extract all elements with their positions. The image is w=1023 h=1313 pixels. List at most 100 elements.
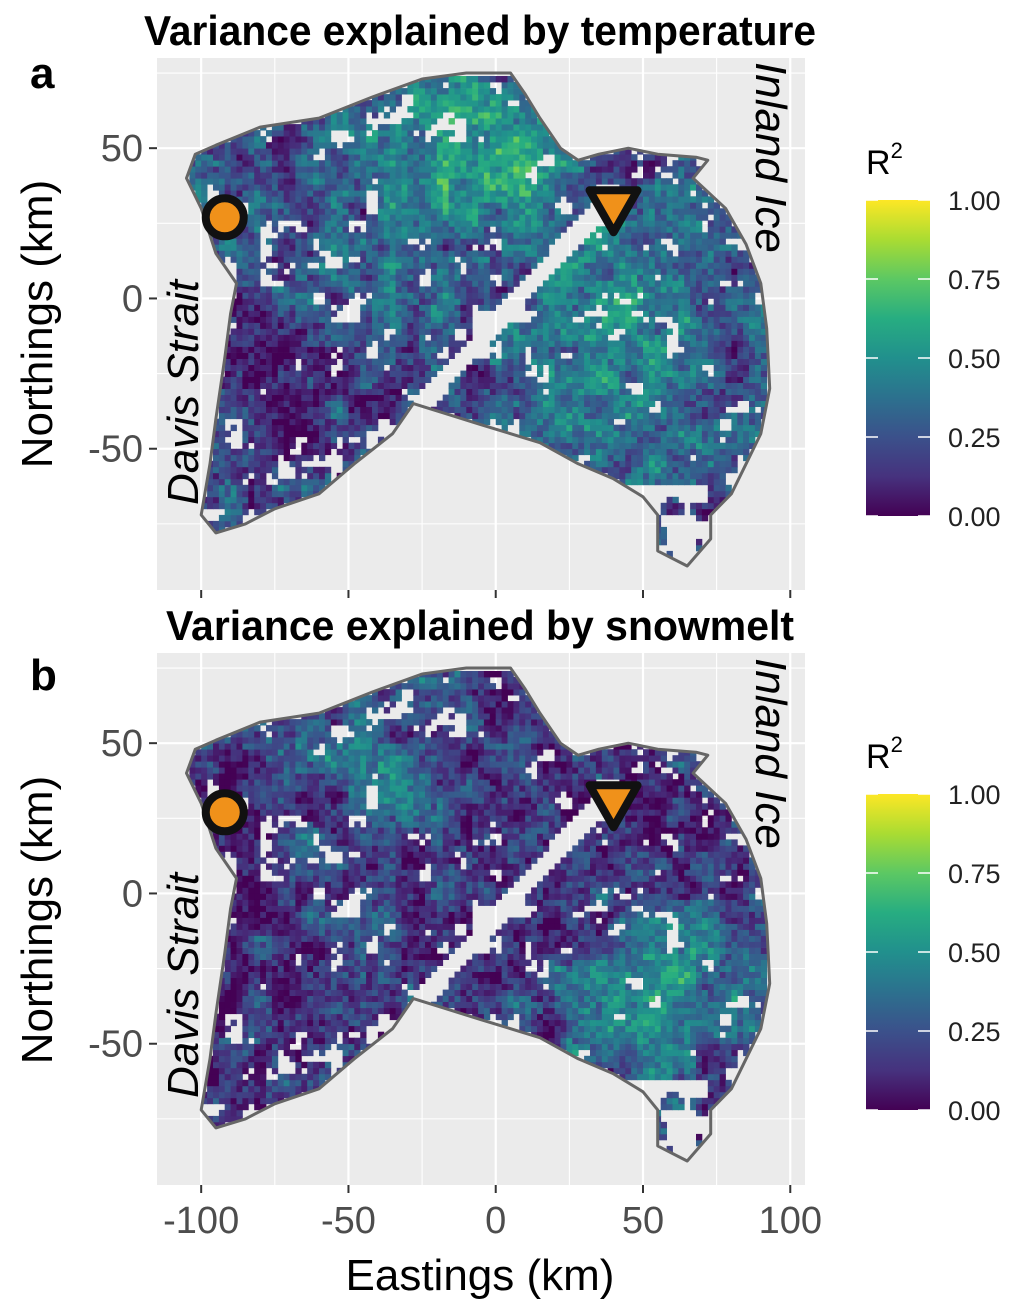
r2-cell: [360, 316, 367, 323]
r2-cell: [319, 304, 326, 311]
r2-cell: [643, 178, 650, 185]
r2-cell: [224, 496, 231, 504]
r2-cell: [395, 418, 402, 426]
r2-cell: [590, 400, 597, 407]
r2-cell: [242, 178, 249, 185]
r2-cell: [684, 190, 691, 197]
r2-cell: [595, 178, 603, 185]
r2-cell: [277, 328, 285, 335]
r2-cell: [213, 244, 220, 251]
r2-cell: [507, 412, 514, 420]
r2-cell: [377, 142, 385, 149]
r2-cell: [542, 220, 550, 227]
r2-cell: [425, 202, 432, 209]
r2-cell: [696, 262, 703, 269]
r2-cell: [419, 304, 426, 311]
r2-cell: [366, 340, 373, 347]
r2-cell: [442, 304, 449, 311]
r2-cell: [224, 370, 231, 377]
r2-cell: [218, 785, 226, 792]
r2-cell: [454, 388, 461, 395]
r2-cell: [696, 346, 703, 353]
r2-cell: [483, 130, 491, 137]
r2-cell: [719, 328, 726, 335]
r2-cell: [342, 442, 349, 450]
r2-cell: [572, 304, 579, 311]
r2-cell: [260, 340, 267, 347]
r2-cell: [224, 941, 231, 948]
r2-cell: [531, 154, 538, 161]
r2-cell: [236, 1109, 243, 1117]
r2-cell: [254, 424, 261, 432]
r2-cell: [719, 478, 726, 486]
r2-cell: [648, 256, 656, 263]
r2-cell: [242, 160, 249, 167]
r2-cell: [407, 214, 414, 221]
r2-cell: [513, 220, 520, 227]
r2-cell: [572, 250, 579, 257]
r2-cell: [483, 370, 491, 377]
r2-cell: [660, 268, 667, 275]
r2-cell: [248, 322, 255, 329]
r2-cell: [448, 202, 455, 209]
r2-cell: [236, 304, 243, 311]
r2-cell: [430, 244, 438, 251]
r2-cell: [448, 316, 455, 323]
r2-cell: [560, 184, 567, 191]
r2-cell: [436, 238, 444, 245]
r2-cell: [631, 340, 638, 347]
r2-cell: [248, 358, 255, 365]
r2-cell: [195, 166, 202, 173]
r2-cell: [666, 436, 673, 444]
r2-cell: [389, 310, 396, 317]
r2-cell: [719, 292, 726, 299]
r2-cell: [230, 238, 237, 245]
r2-cell: [572, 376, 579, 383]
r2-cell: [377, 382, 385, 389]
r2-cell: [501, 202, 508, 209]
r2-cell: [489, 394, 497, 401]
r2-cell: [696, 316, 703, 323]
r2-cell: [360, 256, 367, 263]
r2-cell: [224, 454, 231, 462]
r2-cell: [601, 448, 609, 456]
r2-cell: [525, 250, 532, 257]
r2-cell: [737, 328, 744, 335]
r2-cell: [254, 484, 261, 492]
r2-cell: [236, 1097, 243, 1105]
r2-cell: [719, 454, 726, 462]
r2-cell: [324, 466, 332, 474]
r2-cell: [236, 502, 243, 510]
r2-cell: [719, 484, 726, 492]
r2-cell: [271, 352, 279, 359]
r2-cell: [489, 202, 497, 209]
r2-cell: [643, 388, 650, 395]
r2-cell: [271, 130, 279, 137]
r2-cell: [590, 382, 597, 389]
r2-cell: [395, 274, 402, 281]
r2-cell: [218, 490, 226, 498]
r2-cell: [625, 154, 632, 161]
r2-cell: [319, 118, 326, 125]
r2-cell: [684, 172, 691, 179]
r2-cell: [360, 352, 367, 359]
r2-cell: [307, 232, 314, 239]
r2-cell: [442, 310, 449, 317]
r2-cell: [324, 364, 332, 371]
r2-cell: [731, 442, 738, 450]
r2-cell: [743, 436, 750, 444]
r2-cell: [654, 286, 662, 293]
r2-cell: [637, 376, 644, 383]
r2-cell: [307, 172, 314, 179]
r2-cell: [719, 250, 726, 257]
r2-cell: [295, 328, 302, 335]
r2-cell: [725, 316, 732, 323]
r2-cell: [236, 358, 243, 365]
r2-cell: [701, 292, 709, 299]
r2-cell: [354, 106, 361, 113]
r2-cell: [366, 124, 373, 131]
r2-cell: [218, 436, 226, 444]
r2-cell: [743, 274, 750, 281]
r2-cell: [584, 256, 591, 263]
